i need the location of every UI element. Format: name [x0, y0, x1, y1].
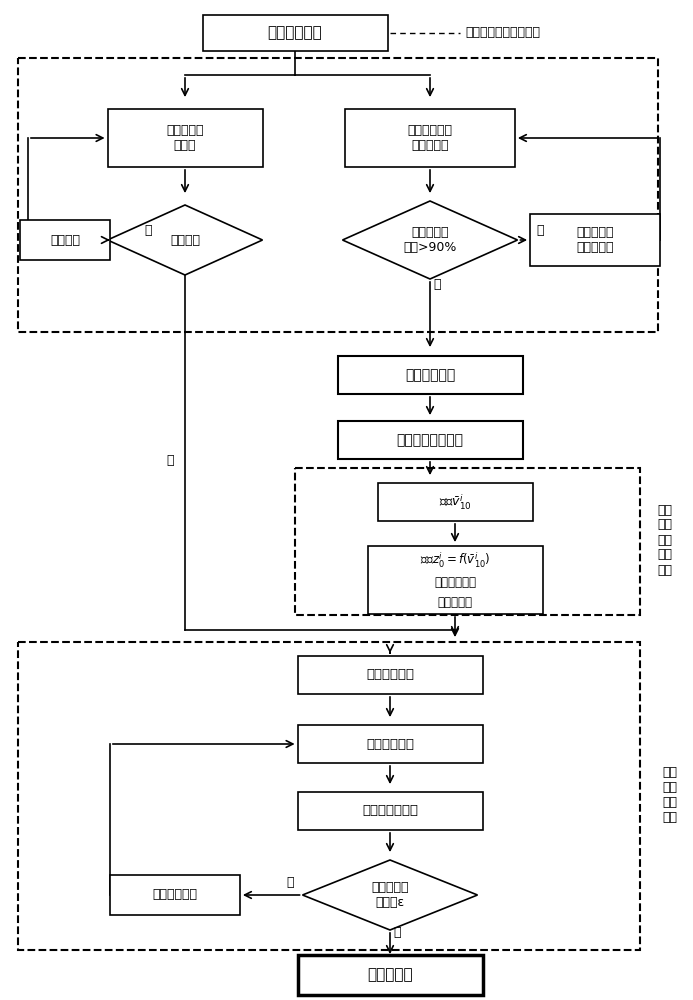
- Text: 风资源模拟计算: 风资源模拟计算: [362, 804, 418, 818]
- Text: 验证地形图
准确性: 验证地形图 准确性: [166, 124, 204, 152]
- Bar: [530, 214, 660, 266]
- Text: 计算各局部区: 计算各局部区: [434, 576, 476, 589]
- Text: 调整粗糙度线: 调整粗糙度线: [152, 888, 198, 902]
- Bar: [110, 875, 240, 915]
- Text: 根据$z_0^i = f(\bar{v}_{10}^i)$: 根据$z_0^i = f(\bar{v}_{10}^i)$: [420, 550, 490, 570]
- Text: 是否准确: 是否准确: [170, 233, 200, 246]
- Text: 分析测风数据: 分析测风数据: [405, 368, 455, 382]
- Polygon shape: [303, 860, 477, 930]
- Text: 计算
局部
区域
粗糙
度值: 计算 局部 区域 粗糙 度值: [658, 504, 672, 576]
- Bar: [297, 792, 482, 830]
- Text: 是: 是: [393, 926, 401, 938]
- Text: 否: 否: [536, 224, 544, 236]
- Bar: [202, 15, 387, 51]
- Text: 制作测风资料文件: 制作测风资料文件: [396, 433, 464, 447]
- Text: 插补修正缺
测无效数据: 插补修正缺 测无效数据: [577, 226, 614, 254]
- Text: 是: 是: [433, 278, 441, 292]
- Bar: [295, 468, 640, 615]
- Bar: [378, 483, 532, 521]
- Bar: [297, 725, 482, 763]
- Text: 粗糙度线赋值: 粗糙度线赋值: [366, 738, 414, 750]
- Bar: [337, 421, 523, 459]
- Text: 风资源评估: 风资源评估: [367, 968, 413, 982]
- Text: 制作
地形
地貌
文件: 制作 地形 地貌 文件: [663, 766, 678, 824]
- Text: 是: 是: [166, 454, 174, 466]
- Text: 否: 否: [286, 876, 294, 888]
- Bar: [297, 656, 482, 694]
- Text: 有效完整率
是否>90%: 有效完整率 是否>90%: [403, 226, 457, 254]
- Text: 验证测风数据
有效完整性: 验证测风数据 有效完整性: [407, 124, 453, 152]
- Bar: [345, 109, 515, 167]
- Bar: [337, 356, 523, 394]
- Text: 计算$\bar{v}_{10}^i$: 计算$\bar{v}_{10}^i$: [439, 492, 471, 512]
- Text: 初绘粗糙度线: 初绘粗糙度线: [366, 668, 414, 682]
- Bar: [297, 955, 482, 995]
- Text: 包括测风数据和地形图: 包括测风数据和地形图: [465, 26, 540, 39]
- Bar: [18, 58, 658, 332]
- Text: 收集基本资料: 收集基本资料: [267, 25, 322, 40]
- Bar: [107, 109, 263, 167]
- Text: 重新收集: 重新收集: [50, 233, 80, 246]
- Polygon shape: [107, 205, 263, 275]
- Text: 域粗糙度值: 域粗糙度值: [437, 595, 473, 608]
- Bar: [367, 546, 543, 614]
- Bar: [20, 220, 110, 260]
- Text: 检验误差是
否小于ε: 检验误差是 否小于ε: [371, 881, 409, 909]
- Text: 否: 否: [144, 224, 152, 236]
- Polygon shape: [342, 201, 518, 279]
- Bar: [18, 642, 640, 950]
